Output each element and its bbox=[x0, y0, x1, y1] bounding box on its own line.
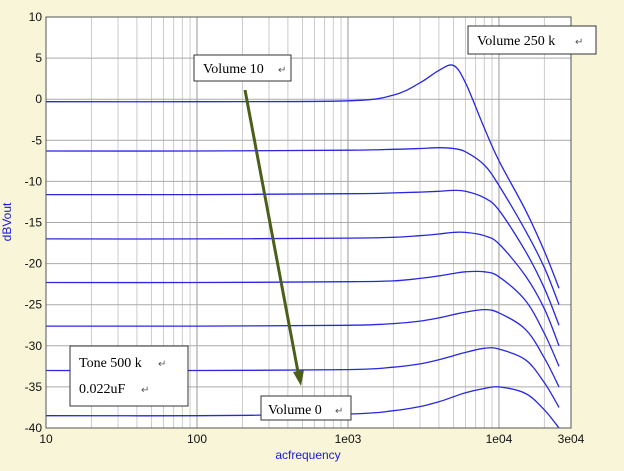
series-line-7 bbox=[45, 347, 560, 408]
annotation-volume-max: Volume 10 ↵ bbox=[193, 54, 292, 82]
tick-labels: 10 100 1e03 1e04 3e04 10 5 0 -5 -10 -15 -20 -25 -30 -3… bbox=[25, 10, 585, 446]
y-tick-label: 5 bbox=[35, 51, 42, 65]
grid bbox=[45, 16, 572, 429]
annotation-tone-line2: 0.022uF bbox=[79, 382, 126, 397]
annotation-volume-pot: Volume 250 k ↵ bbox=[467, 25, 597, 55]
return-mark: ↵ bbox=[158, 359, 166, 370]
y-tick-label: -10 bbox=[25, 174, 43, 188]
series-line-1 bbox=[45, 64, 560, 289]
x-tick-label: 1e04 bbox=[486, 432, 513, 446]
y-axis-title: dBVout bbox=[0, 202, 14, 241]
series-line-6 bbox=[45, 308, 560, 388]
return-mark: ↵ bbox=[575, 37, 583, 48]
series-line-3 bbox=[45, 189, 560, 326]
return-mark: ↵ bbox=[278, 65, 286, 76]
annotation-tone-line1: Tone 500 k bbox=[79, 356, 142, 371]
series-line-5 bbox=[45, 270, 560, 367]
return-mark: ↵ bbox=[141, 385, 149, 396]
y-tick-label: -15 bbox=[25, 216, 43, 230]
series-line-2 bbox=[45, 147, 560, 305]
plot-frame bbox=[45, 16, 572, 429]
x-tick-label: 100 bbox=[187, 432, 207, 446]
y-tick-label: 10 bbox=[29, 10, 43, 24]
annotation-volume-pot-text: Volume 250 k bbox=[477, 34, 555, 49]
y-tick-label: -40 bbox=[25, 421, 43, 435]
x-tick-label: 3e04 bbox=[558, 432, 585, 446]
y-tick-label: -5 bbox=[31, 133, 42, 147]
annotation-volume-min: Volume 0 ↵ bbox=[260, 395, 352, 421]
series-line-4 bbox=[45, 231, 560, 347]
y-tick-label: -35 bbox=[25, 380, 43, 394]
series-layer bbox=[45, 64, 560, 429]
x-axis-title: acfrequency bbox=[275, 448, 340, 462]
annotation-tone: Tone 500 k ↵ 0.022uF ↵ bbox=[69, 345, 189, 407]
annotation-volume-max-text: Volume 10 bbox=[203, 62, 264, 77]
y-tick-label: 0 bbox=[35, 92, 42, 106]
volume-arrow-shaft bbox=[243, 89, 300, 373]
volume-arrow bbox=[243, 89, 304, 386]
y-tick-label: -30 bbox=[25, 339, 43, 353]
x-tick-label: 1e03 bbox=[335, 432, 362, 446]
x-tick-label: 10 bbox=[39, 432, 53, 446]
annotation-volume-min-text: Volume 0 bbox=[268, 403, 322, 418]
return-mark: ↵ bbox=[335, 406, 343, 417]
y-tick-label: -25 bbox=[25, 298, 43, 312]
y-tick-label: -20 bbox=[25, 257, 43, 271]
volume-arrow-head bbox=[293, 370, 304, 386]
